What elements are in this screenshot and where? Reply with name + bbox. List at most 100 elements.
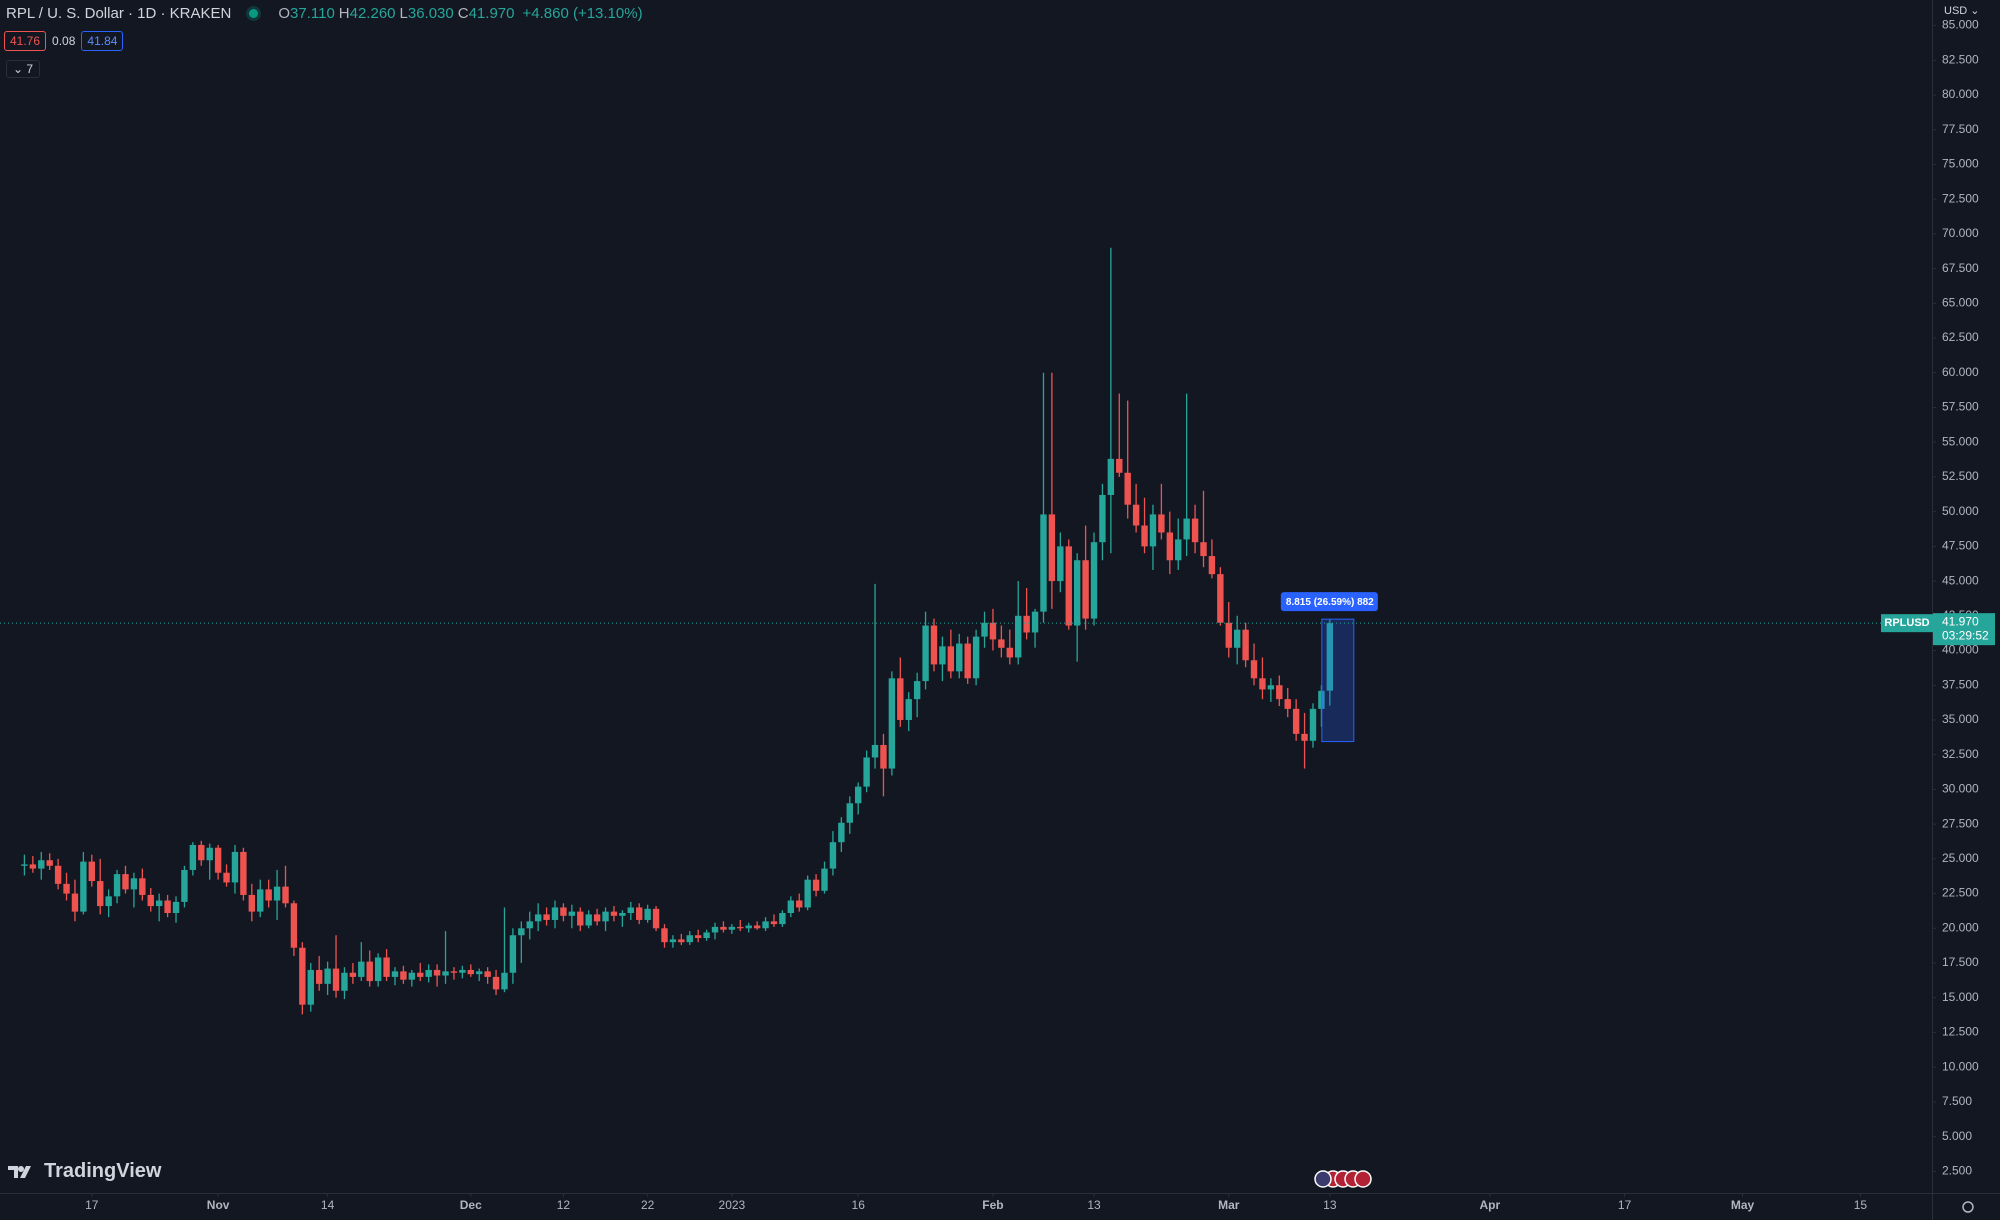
y-tick-label: 20.000 [1942,920,1979,934]
event-icon[interactable] [1314,1170,1332,1188]
candle-body [1259,678,1266,690]
x-tick-label: 22 [641,1198,655,1212]
candle-body [703,932,710,939]
candle-body [779,913,786,925]
y-tick-label: 82.500 [1942,52,1979,66]
buy-price[interactable]: 41.84 [81,31,124,51]
candle-body [1166,532,1174,561]
legend-header: RPL / U. S. Dollar · 1D · KRAKEN O 37.110… [6,5,643,22]
candle-body [913,681,921,700]
candle-body [88,861,95,882]
y-tick-label: 35.000 [1942,712,1979,726]
candle-body [139,878,146,895]
candle-body [1141,525,1148,547]
candle-body [442,971,449,976]
candle-body [711,926,719,933]
gear[interactable] [1962,1201,1974,1213]
candle-body [577,911,584,926]
candle-body [964,643,971,679]
candle-body [97,881,104,907]
symbol-label-bg [1881,614,1933,633]
y-tick-label: 85.000 [1942,18,1979,32]
candle-body [1015,615,1022,658]
y-tick-label: 80.000 [1942,87,1979,101]
candle-body [602,911,609,922]
candle-body [349,972,357,977]
x-tick-label: 17 [85,1198,99,1212]
market-status [249,9,259,18]
candles [21,247,1334,1015]
candle-body [1208,556,1216,575]
y-tick-label: 62.500 [1942,330,1979,344]
candle-body [956,643,963,672]
y-tick-label: 52.500 [1942,469,1979,483]
candle-body [972,636,980,679]
candle-body [846,803,853,823]
sell-price[interactable]: 41.76 [4,31,47,51]
x-tick-label: Dec [460,1198,482,1212]
candle-body [762,921,769,929]
currency: USD [1944,5,1968,17]
candle-body [1023,615,1030,633]
symbol[interactable]: RPL / U. S. Dollar · 1D · KRAKEN [6,5,232,22]
candle-body [71,893,79,912]
countdown: 03:29:52 [1942,628,1989,642]
x-tick-label: 12 [557,1198,571,1212]
candle-body [947,646,955,672]
candle-body [46,860,53,866]
y-tick-label: 67.500 [1942,261,1979,275]
x-tick-label: 15 [1854,1198,1868,1212]
candle-body [1242,629,1249,661]
quote-key: H [338,5,350,22]
y-tick-label: 12.500 [1942,1025,1979,1039]
currency-button[interactable]: USD ⌄ [1944,5,1980,17]
candle-body [290,903,298,948]
candle-body [307,969,314,1005]
event-icon[interactable] [1354,1170,1372,1188]
candle-body [593,914,601,922]
y-tick-label: 40.000 [1942,643,1979,657]
candle-body [1267,685,1275,690]
candle-body [1065,546,1072,626]
candle-body [871,744,879,758]
candle-body [80,861,87,912]
candle-body [1284,699,1291,709]
candle-body [29,864,37,869]
measure-box [1321,618,1355,743]
candle-body [1006,647,1013,658]
candle-body [198,844,205,861]
candle-body [467,969,474,975]
y-tick-label: 15.000 [1942,990,1979,1004]
candle-body [501,972,508,990]
candle-body [408,972,416,980]
price-label: 41.970 [1942,614,1979,628]
candle-body [391,971,399,977]
x-tick-label: Feb [982,1198,1003,1212]
candle-body [1082,560,1089,619]
candle-body [484,971,491,977]
indicators-toggle[interactable]: ⌄ 7 [6,60,41,78]
candle-body [1031,611,1039,633]
candle-body [888,678,896,769]
candle-body [433,969,441,976]
candle-body [1057,546,1064,582]
quote: O 37.110 H 42.260 L 36.030 C 41.970 [278,5,518,22]
candle-body [534,914,542,922]
candle-body [1225,622,1232,648]
y-tick-label: 5.000 [1942,1129,1972,1143]
candle-body [610,911,618,916]
candle-body [366,961,373,982]
candle-body [1217,574,1224,623]
logo-text: TradingView [44,1160,162,1182]
candle-body [981,622,988,637]
candle-body [181,869,188,902]
candle-body [897,678,904,720]
candle-body [147,894,154,907]
y-tick-label: 30.000 [1942,782,1979,796]
candle-body [737,926,744,929]
candle-body [1073,560,1081,626]
settings-icon[interactable] [1962,1201,1974,1213]
y-tick-label: 47.500 [1942,539,1979,553]
